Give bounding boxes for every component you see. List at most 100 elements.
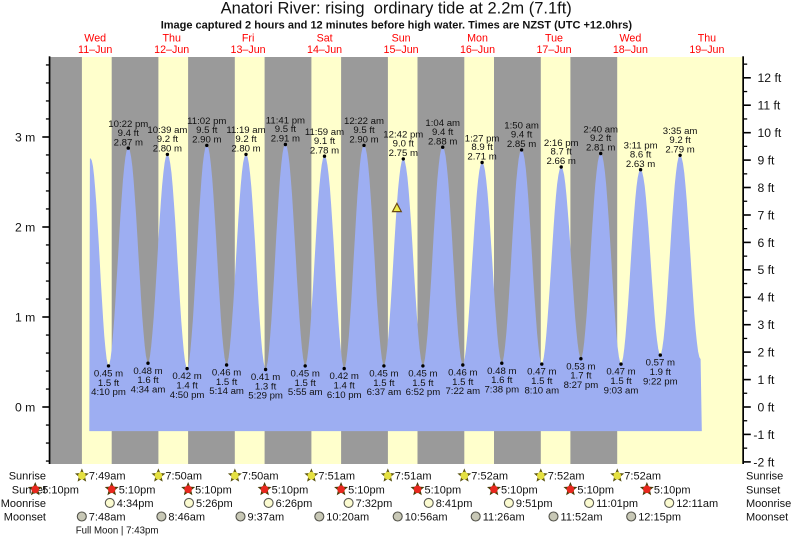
svg-text:Moonrise: Moonrise <box>1 498 46 510</box>
svg-text:8 ft: 8 ft <box>758 181 776 195</box>
svg-text:5:10pm: 5:10pm <box>119 484 156 496</box>
svg-text:9:37am: 9:37am <box>248 512 285 524</box>
svg-text:Moonset: Moonset <box>746 512 788 524</box>
svg-text:12–Jun: 12–Jun <box>154 44 189 56</box>
svg-text:7:52am: 7:52am <box>471 471 508 483</box>
svg-text:10:56am: 10:56am <box>405 512 448 524</box>
svg-text:1.7 ft: 1.7 ft <box>570 371 592 382</box>
svg-text:0.53 m: 0.53 m <box>566 361 595 372</box>
svg-text:6:52 pm: 6:52 pm <box>406 387 441 398</box>
svg-text:Sunrise: Sunrise <box>9 471 46 483</box>
svg-text:9.4 ft: 9.4 ft <box>511 130 533 141</box>
svg-text:Full Moon | 7:43pm: Full Moon | 7:43pm <box>76 525 159 536</box>
svg-text:15–Jun: 15–Jun <box>384 44 419 56</box>
svg-text:11:02 pm: 11:02 pm <box>187 116 226 127</box>
svg-text:14–Jun: 14–Jun <box>307 44 342 56</box>
svg-text:8:46am: 8:46am <box>168 512 205 524</box>
svg-text:2:40 am: 2:40 am <box>583 124 618 135</box>
svg-text:7:48am: 7:48am <box>89 512 126 524</box>
svg-text:8:41pm: 8:41pm <box>436 498 473 510</box>
svg-text:12 ft: 12 ft <box>758 71 782 85</box>
svg-text:11 ft: 11 ft <box>758 99 781 113</box>
svg-text:5:26pm: 5:26pm <box>196 498 233 510</box>
svg-text:2.85 m: 2.85 m <box>507 139 536 150</box>
svg-text:8.7 ft: 8.7 ft <box>551 147 573 158</box>
svg-text:12:11am: 12:11am <box>676 498 718 510</box>
svg-text:4:34pm: 4:34pm <box>117 498 154 510</box>
svg-text:2.80 m: 2.80 m <box>153 144 182 155</box>
svg-text:6:37 am: 6:37 am <box>367 387 402 398</box>
svg-text:2 ft: 2 ft <box>758 346 776 360</box>
svg-text:10:20am: 10:20am <box>326 512 369 524</box>
svg-text:17–Jun: 17–Jun <box>536 44 571 56</box>
svg-text:4:50 pm: 4:50 pm <box>170 390 205 401</box>
svg-text:0.45 m: 0.45 m <box>408 369 437 380</box>
svg-text:1.5 ft: 1.5 ft <box>216 377 238 388</box>
svg-text:8:27 pm: 8:27 pm <box>564 380 599 391</box>
svg-text:Sunrise: Sunrise <box>746 471 783 483</box>
svg-text:10 ft: 10 ft <box>758 126 782 140</box>
svg-text:2.71 m: 2.71 m <box>467 152 496 163</box>
svg-text:Sunset: Sunset <box>746 484 780 496</box>
svg-text:16–Jun: 16–Jun <box>460 44 495 56</box>
svg-text:1.6 ft: 1.6 ft <box>137 375 159 386</box>
svg-text:5:14 am: 5:14 am <box>209 386 244 397</box>
svg-text:11:41 pm: 11:41 pm <box>266 115 305 126</box>
svg-text:Thu: Thu <box>162 33 180 45</box>
svg-text:9.2 ft: 9.2 ft <box>157 134 179 145</box>
svg-text:5:10pm: 5:10pm <box>348 484 385 496</box>
svg-text:7:50am: 7:50am <box>242 471 279 483</box>
svg-text:1.5 ft: 1.5 ft <box>531 376 553 387</box>
svg-text:2.63 m: 2.63 m <box>626 159 655 170</box>
svg-text:1.5 ft: 1.5 ft <box>98 378 120 389</box>
svg-text:13–Jun: 13–Jun <box>231 44 266 56</box>
svg-text:3:11 pm: 3:11 pm <box>624 141 658 152</box>
svg-text:3:35 am: 3:35 am <box>663 126 698 137</box>
svg-text:0.45 m: 0.45 m <box>369 369 398 380</box>
svg-text:Tue: Tue <box>545 33 563 45</box>
svg-text:Sunset: Sunset <box>12 484 46 496</box>
svg-text:7:38 pm: 7:38 pm <box>484 384 519 395</box>
svg-text:Fri: Fri <box>242 33 254 45</box>
svg-text:11:59 am: 11:59 am <box>305 127 344 138</box>
svg-text:1 ft: 1 ft <box>758 373 776 387</box>
svg-text:5:10pm: 5:10pm <box>42 484 79 496</box>
svg-text:9.4 ft: 9.4 ft <box>432 127 454 138</box>
svg-text:1.6 ft: 1.6 ft <box>491 375 513 386</box>
svg-text:12:22 am: 12:22 am <box>344 116 384 127</box>
svg-text:8:10 am: 8:10 am <box>524 385 559 396</box>
svg-text:1:50 am: 1:50 am <box>504 121 539 132</box>
svg-text:7:50am: 7:50am <box>165 471 202 483</box>
svg-text:2.88 m: 2.88 m <box>428 136 457 147</box>
svg-text:2.78 m: 2.78 m <box>310 145 339 156</box>
svg-text:2.90 m: 2.90 m <box>192 135 221 146</box>
svg-text:3 ft: 3 ft <box>758 318 776 332</box>
svg-text:11–Jun: 11–Jun <box>78 44 112 56</box>
svg-text:7 ft: 7 ft <box>758 208 776 222</box>
svg-text:8.9 ft: 8.9 ft <box>471 142 493 153</box>
svg-text:1.5 ft: 1.5 ft <box>610 376 632 387</box>
svg-text:2.79 m: 2.79 m <box>665 145 694 156</box>
svg-text:1.5 ft: 1.5 ft <box>412 378 434 389</box>
svg-text:4 ft: 4 ft <box>758 291 776 305</box>
svg-text:1.5 ft: 1.5 ft <box>373 378 395 389</box>
svg-text:9:03 am: 9:03 am <box>604 385 639 396</box>
svg-text:2 m: 2 m <box>15 220 35 234</box>
svg-text:0.46 m: 0.46 m <box>448 368 477 379</box>
svg-text:2:16 pm: 2:16 pm <box>544 138 579 149</box>
svg-text:0.48 m: 0.48 m <box>133 366 162 377</box>
svg-text:1.3 ft: 1.3 ft <box>255 381 277 392</box>
svg-text:2.90 m: 2.90 m <box>349 135 378 146</box>
svg-text:2.91 m: 2.91 m <box>271 134 300 145</box>
svg-text:9 ft: 9 ft <box>758 154 776 168</box>
svg-text:2.80 m: 2.80 m <box>231 144 260 155</box>
svg-text:1.4 ft: 1.4 ft <box>176 381 198 392</box>
svg-text:5:10pm: 5:10pm <box>272 484 309 496</box>
svg-text:Wed: Wed <box>620 33 642 45</box>
svg-text:Anatori River: rising ordinar: Anatori River: rising ordinary tide at 2… <box>221 0 572 17</box>
svg-text:8.6 ft: 8.6 ft <box>630 149 652 160</box>
svg-text:9.5 ft: 9.5 ft <box>353 125 375 136</box>
svg-text:7:22 am: 7:22 am <box>445 386 480 397</box>
svg-text:9.5 ft: 9.5 ft <box>275 124 297 135</box>
svg-text:Moonrise: Moonrise <box>746 498 791 510</box>
